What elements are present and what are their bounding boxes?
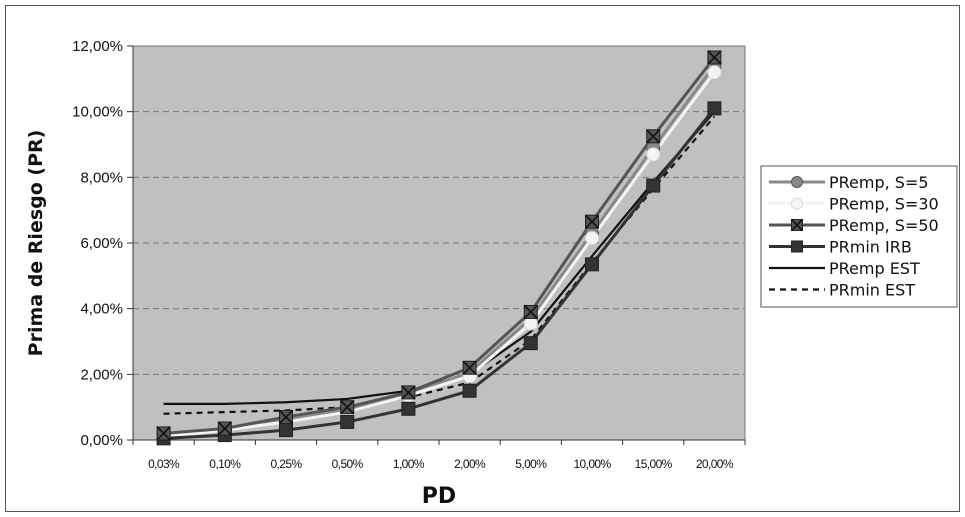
data-point (646, 147, 661, 162)
legend-label: PRemp EST (829, 259, 920, 278)
y-tick-label: 0,00% (80, 432, 123, 449)
data-point (791, 176, 803, 188)
x-tick-label: 20,00% (696, 457, 734, 471)
legend: PRemp, S=5 PRemp, S=30 PRemp, S=50 PRmin IR… (760, 165, 958, 308)
data-point (217, 421, 232, 436)
gridlines (133, 111, 745, 375)
x-tick-label: 0,25% (270, 457, 302, 471)
data-point-cross (401, 385, 416, 400)
series-line (163, 64, 716, 437)
data-point (707, 65, 722, 80)
data-point (791, 197, 803, 210)
data-point (790, 218, 804, 232)
data-point-cross (790, 218, 804, 232)
data-point (156, 426, 171, 441)
legend-label: PRemp, S=30 (829, 195, 939, 214)
data-point (401, 401, 416, 416)
data-point-cross (707, 50, 722, 65)
data-point (585, 231, 599, 246)
x-tick-label: 0,03% (148, 457, 180, 471)
series-markers (156, 50, 722, 446)
data-point-cross (462, 360, 477, 375)
legend-box (760, 165, 958, 308)
x-tick-label: 0,50% (332, 457, 364, 471)
data-point (646, 129, 661, 144)
y-tick-label: 12,00% (72, 38, 123, 55)
data-point (401, 385, 416, 400)
y-tick-label: 8,00% (80, 169, 123, 186)
data-point-cross (340, 400, 355, 415)
y-axis-title: Prima de Riesgo (PR) (25, 130, 47, 357)
y-tick-label: 10,00% (72, 104, 123, 121)
data-point (340, 400, 355, 415)
x-tick-label: 2,00% (454, 457, 486, 471)
series-line (163, 107, 716, 440)
data-point (584, 214, 600, 229)
legend-item: PRemp EST (769, 259, 920, 278)
legend-item: PRemp, S=30 (769, 195, 939, 214)
x-axis-ticks: 0,03% 0,10% 0,25% 0,50% 1,00% 2,00% 5,00% 10,00… (132, 46, 746, 471)
x-tick-label: 1,00% (393, 457, 425, 471)
data-point (646, 178, 661, 193)
series-lines (163, 56, 716, 440)
y-tick-label: 6,00% (80, 235, 123, 252)
data-point (791, 240, 803, 253)
legend-label: PRmin EST (829, 281, 915, 300)
data-point (462, 360, 477, 375)
data-point (462, 383, 477, 398)
data-point (707, 50, 722, 65)
data-point (707, 101, 722, 116)
data-point (585, 257, 599, 272)
x-tick-label: 0,10% (209, 457, 241, 471)
y-tick-label: 2,00% (80, 366, 123, 383)
legend-item: PRemp, S=5 (769, 173, 929, 192)
series-line (163, 56, 716, 435)
data-point (523, 304, 538, 320)
data-point (523, 336, 538, 351)
y-tick-label: 4,00% (80, 301, 123, 318)
x-tick-label: 10,00% (573, 457, 611, 471)
y-axis-ticks: 0,00% 2,00% 4,00% 6,00% 8,00% 10,00% 12,00% (72, 38, 133, 449)
legend-item: PRmin EST (769, 281, 915, 300)
x-tick-label: 15,00% (635, 457, 673, 471)
x-axis-title: PD (422, 484, 456, 509)
legend-item: PRemp, S=50 (769, 216, 939, 235)
data-point-cross (523, 304, 538, 320)
legend-label: PRmin IRB (829, 238, 912, 257)
data-point-cross (646, 129, 661, 144)
data-point-cross (217, 421, 232, 436)
legend-item: PRmin IRB (769, 238, 912, 257)
data-point-cross (278, 409, 294, 425)
legend-label: PRemp, S=50 (829, 216, 939, 235)
data-point (279, 423, 293, 438)
data-point (278, 409, 294, 425)
legend-label: PRemp, S=5 (829, 173, 929, 192)
data-point-cross (156, 426, 171, 441)
data-point-cross (584, 214, 600, 229)
series-line (163, 71, 716, 439)
x-tick-label: 5,00% (515, 457, 547, 471)
data-point (340, 414, 355, 429)
